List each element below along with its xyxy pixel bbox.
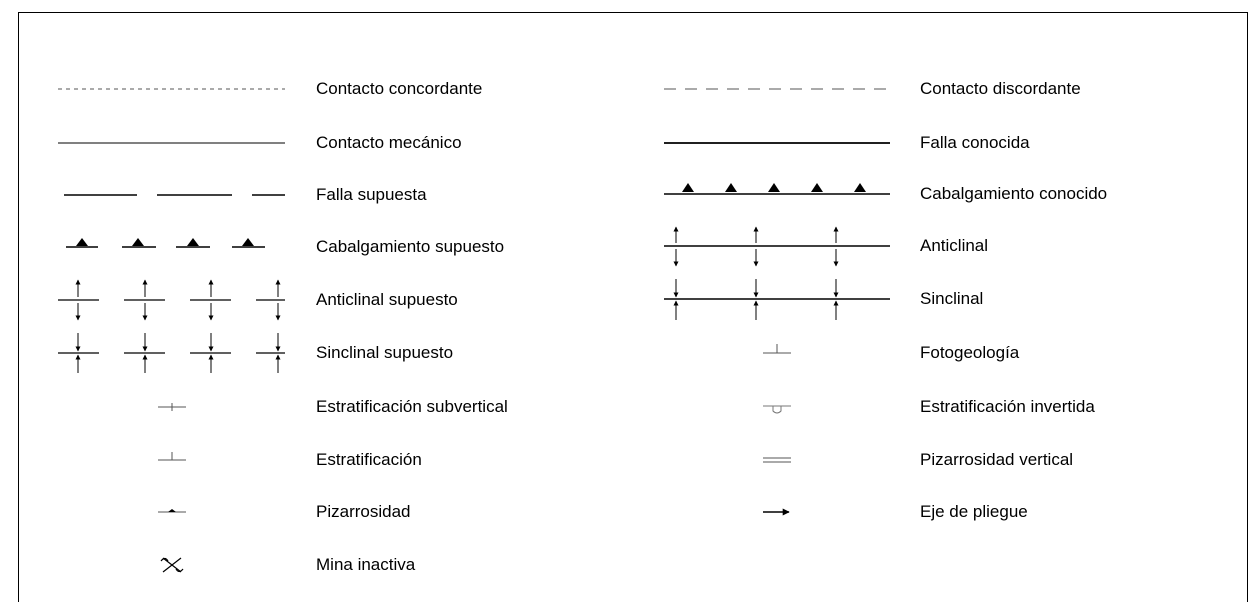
overturned-bedding-symbol (763, 405, 791, 414)
subvertical-bedding-symbol (158, 403, 186, 411)
bedding-symbol (158, 452, 186, 461)
dashed-anticline-symbol (58, 279, 285, 321)
legend-label: Estratificación (316, 450, 422, 469)
dashed-syncline-symbol (58, 333, 285, 373)
anticline-symbol (664, 226, 890, 267)
legend-label: Contacto concordante (316, 79, 483, 98)
legend-label: Falla supuesta (316, 185, 427, 204)
legend-label: Sinclinal supuesto (316, 343, 454, 362)
legend-label: Estratificación subvertical (316, 397, 508, 416)
legend-label: Anticlinal supuesto (316, 290, 458, 309)
legend-label: Cabalgamiento conocido (920, 184, 1108, 203)
legend-label: Anticlinal (920, 236, 989, 255)
triangle-line-symbol (664, 183, 890, 195)
legend-label: Falla conocida (920, 133, 1030, 152)
legend-label: Contacto discordante (920, 79, 1081, 98)
cleavage-symbol (158, 509, 186, 513)
vertical-cleavage-symbol (763, 457, 791, 463)
dashed-triangle-line-symbol (66, 238, 265, 248)
photogeology-symbol (763, 344, 791, 354)
inactive-mine-symbol (160, 557, 184, 573)
legend-label: Estratificación invertida (920, 397, 1095, 416)
legend-label: Fotogeología (920, 343, 1020, 362)
legend-label: Cabalgamiento supuesto (316, 237, 505, 256)
legend-label: Eje de pliegue (920, 502, 1028, 521)
legend-label: Sinclinal (920, 289, 984, 308)
legend-label: Mina inactiva (316, 555, 416, 574)
syncline-symbol (664, 279, 890, 320)
legend-label: Contacto mecánico (316, 133, 462, 152)
legend-label: Pizarrosidad (316, 502, 411, 521)
legend-label: Pizarrosidad vertical (920, 450, 1074, 469)
